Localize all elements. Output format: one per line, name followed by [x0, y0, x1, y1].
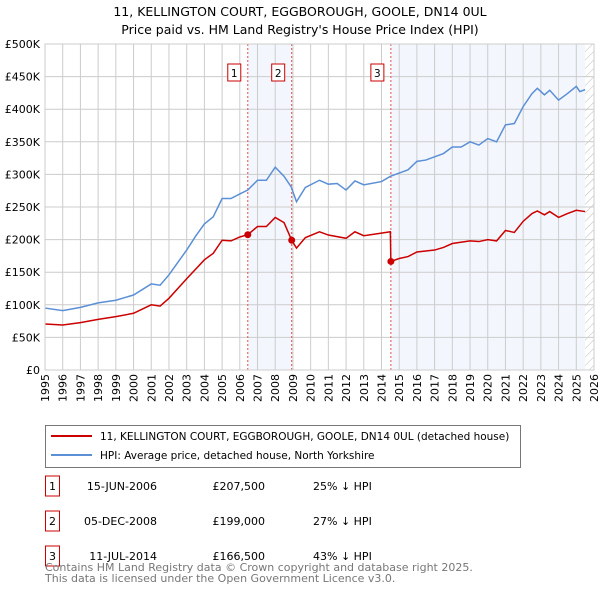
- x-tick-label: 2014: [375, 374, 388, 402]
- y-tick-label: £400K: [5, 103, 41, 116]
- x-tick-label: 2016: [411, 374, 424, 402]
- x-tick-label: 2007: [252, 374, 265, 402]
- sale-point: [244, 231, 252, 239]
- series-line: [44, 209, 586, 326]
- legend-hpi-label: HPI: Average price, detached house, Nort…: [100, 450, 375, 462]
- chart-title: 11, KELLINGTON COURT, EGGBOROUGH, GOOLE,…: [113, 4, 486, 19]
- x-tick-label: 2005: [216, 374, 229, 402]
- legend-price-label: 11, KELLINGTON COURT, EGGBOROUGH, GOOLE,…: [100, 431, 509, 443]
- series-line: [44, 85, 586, 312]
- x-tick-label: 2011: [322, 374, 335, 402]
- sale-row-hpi: 25% ↓ HPI: [313, 480, 372, 493]
- sale-row-id-box: [45, 510, 60, 532]
- sale-row-price: £166,500: [213, 550, 266, 563]
- footer-licence: This data is licensed under the Open Gov…: [44, 572, 395, 585]
- y-tick-label: £150K: [5, 266, 41, 279]
- x-tick-label: 2003: [181, 374, 194, 402]
- sale-row-id-box: [45, 545, 60, 567]
- y-tick-label: £500K: [5, 38, 41, 51]
- legend: 11, KELLINGTON COURT, EGGBOROUGH, GOOLE,…: [45, 425, 521, 468]
- x-tick-label: 2021: [499, 374, 512, 402]
- x-tick-label: 2008: [269, 374, 282, 402]
- y-tick-label: £250K: [5, 201, 41, 214]
- x-tick-label: 2019: [464, 374, 477, 402]
- x-tick-label: 1999: [110, 374, 123, 402]
- x-tick-label: 1998: [92, 374, 105, 402]
- sale-row-date: 11-JUL-2014: [89, 550, 157, 563]
- sale-point: [288, 236, 296, 244]
- sale-row-price: £199,000: [213, 515, 266, 528]
- x-tick-label: 2025: [570, 374, 583, 402]
- sale-row-hpi: 43% ↓ HPI: [313, 550, 372, 563]
- x-tick-label: 2017: [429, 374, 442, 402]
- plot-frame: [44, 43, 595, 371]
- x-tick-label: 2018: [446, 374, 459, 402]
- y-tick-label: £350K: [5, 136, 41, 149]
- x-tick-label: 2015: [393, 374, 406, 402]
- x-tick-label: 2004: [198, 374, 211, 402]
- x-tick-label: 1995: [39, 374, 52, 402]
- y-tick-label: £0: [26, 364, 40, 377]
- x-tick-label: 2022: [517, 374, 530, 402]
- y-tick-label: £200K: [5, 234, 41, 247]
- x-tick-label: 2013: [358, 374, 371, 402]
- sale-row-date: 05-DEC-2008: [84, 515, 157, 528]
- sale-marker-label: 2: [275, 68, 282, 80]
- chart-subtitle: Price paid vs. HM Land Registry's House …: [121, 22, 478, 37]
- sale-row-hpi: 27% ↓ HPI: [313, 515, 372, 528]
- sale-row-id: 1: [49, 480, 56, 493]
- y-tick-label: £450K: [5, 71, 41, 84]
- sale-row-price: £207,500: [213, 480, 266, 493]
- x-tick-label: 2024: [553, 374, 566, 402]
- x-tick-label: 2012: [340, 374, 353, 402]
- footer-copyright: Contains HM Land Registry data © Crown c…: [45, 561, 473, 574]
- x-tick-label: 2026: [588, 374, 600, 402]
- x-tick-label: 2001: [145, 374, 158, 402]
- sale-marker-box: [370, 63, 385, 82]
- x-tick-label: 2002: [163, 374, 176, 402]
- x-tick-label: 2023: [535, 374, 548, 402]
- x-tick-label: 1997: [74, 374, 87, 402]
- y-tick-label: £100K: [5, 299, 41, 312]
- sale-row-id-box: [45, 475, 60, 497]
- sale-marker-label: 3: [374, 68, 381, 80]
- y-tick-label: £50K: [12, 331, 41, 344]
- sale-row-id: 2: [49, 515, 56, 528]
- x-tick-label: 2006: [234, 374, 247, 402]
- x-tick-label: 2000: [128, 374, 141, 402]
- sale-marker-box: [271, 63, 286, 82]
- sale-row-id: 3: [49, 550, 56, 563]
- sale-row-date: 15-JUN-2006: [87, 480, 157, 493]
- sale-marker-box: [227, 63, 242, 82]
- y-tick-label: £300K: [5, 168, 41, 181]
- sale-marker-label: 1: [231, 68, 238, 80]
- sale-point: [387, 257, 395, 265]
- x-tick-label: 2009: [287, 374, 300, 402]
- x-tick-label: 1996: [57, 374, 70, 402]
- sales-table: 1 15-JUN-2006 £207,500 25% ↓ HPI 2 05-DEC-200…: [45, 475, 372, 567]
- x-tick-label: 2010: [305, 374, 318, 402]
- x-tick-label: 2020: [482, 374, 495, 402]
